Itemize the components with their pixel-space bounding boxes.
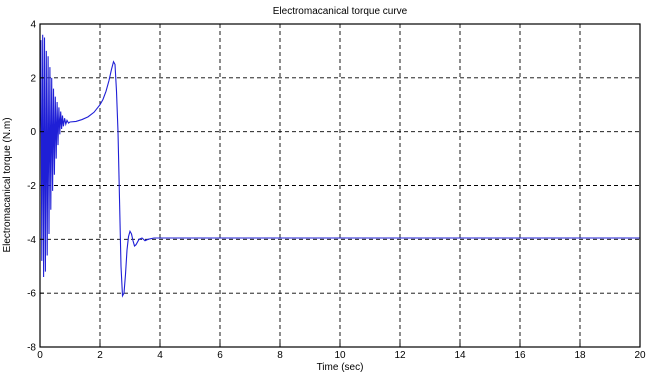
x-tick-label: 4 bbox=[157, 350, 163, 361]
x-tick-label: 8 bbox=[277, 350, 283, 361]
y-axis-label: Electromacanical torque (N.m) bbox=[2, 117, 13, 252]
x-tick-label: 20 bbox=[634, 350, 646, 361]
x-axis-ticks: 0 2 4 6 8 10 12 14 16 18 20 bbox=[37, 343, 646, 361]
x-tick-label: 18 bbox=[574, 350, 586, 361]
x-axis-label: Time (sec) bbox=[317, 362, 364, 373]
x-tick-label: 10 bbox=[334, 350, 346, 361]
x-tick-label: 6 bbox=[217, 350, 223, 361]
y-tick-label: 0 bbox=[30, 127, 36, 138]
x-tick-label: 0 bbox=[37, 350, 43, 361]
chart-title: Electromacanical torque curve bbox=[273, 6, 408, 17]
grid-lines bbox=[40, 24, 640, 347]
y-axis-ticks: -8 -6 -4 -2 0 2 4 bbox=[27, 20, 44, 354]
y-tick-label: -4 bbox=[27, 235, 36, 246]
y-tick-label: -2 bbox=[27, 181, 36, 192]
y-tick-label: 4 bbox=[30, 20, 36, 31]
y-tick-label: 2 bbox=[30, 73, 36, 84]
y-tick-label: -8 bbox=[27, 343, 36, 354]
x-tick-label: 14 bbox=[454, 350, 466, 361]
series-layer bbox=[39, 34, 640, 298]
torque-series-line bbox=[39, 34, 640, 298]
x-tick-label: 12 bbox=[394, 350, 406, 361]
y-tick-label: -6 bbox=[27, 289, 36, 300]
x-tick-label: 2 bbox=[97, 350, 103, 361]
x-tick-label: 16 bbox=[514, 350, 526, 361]
